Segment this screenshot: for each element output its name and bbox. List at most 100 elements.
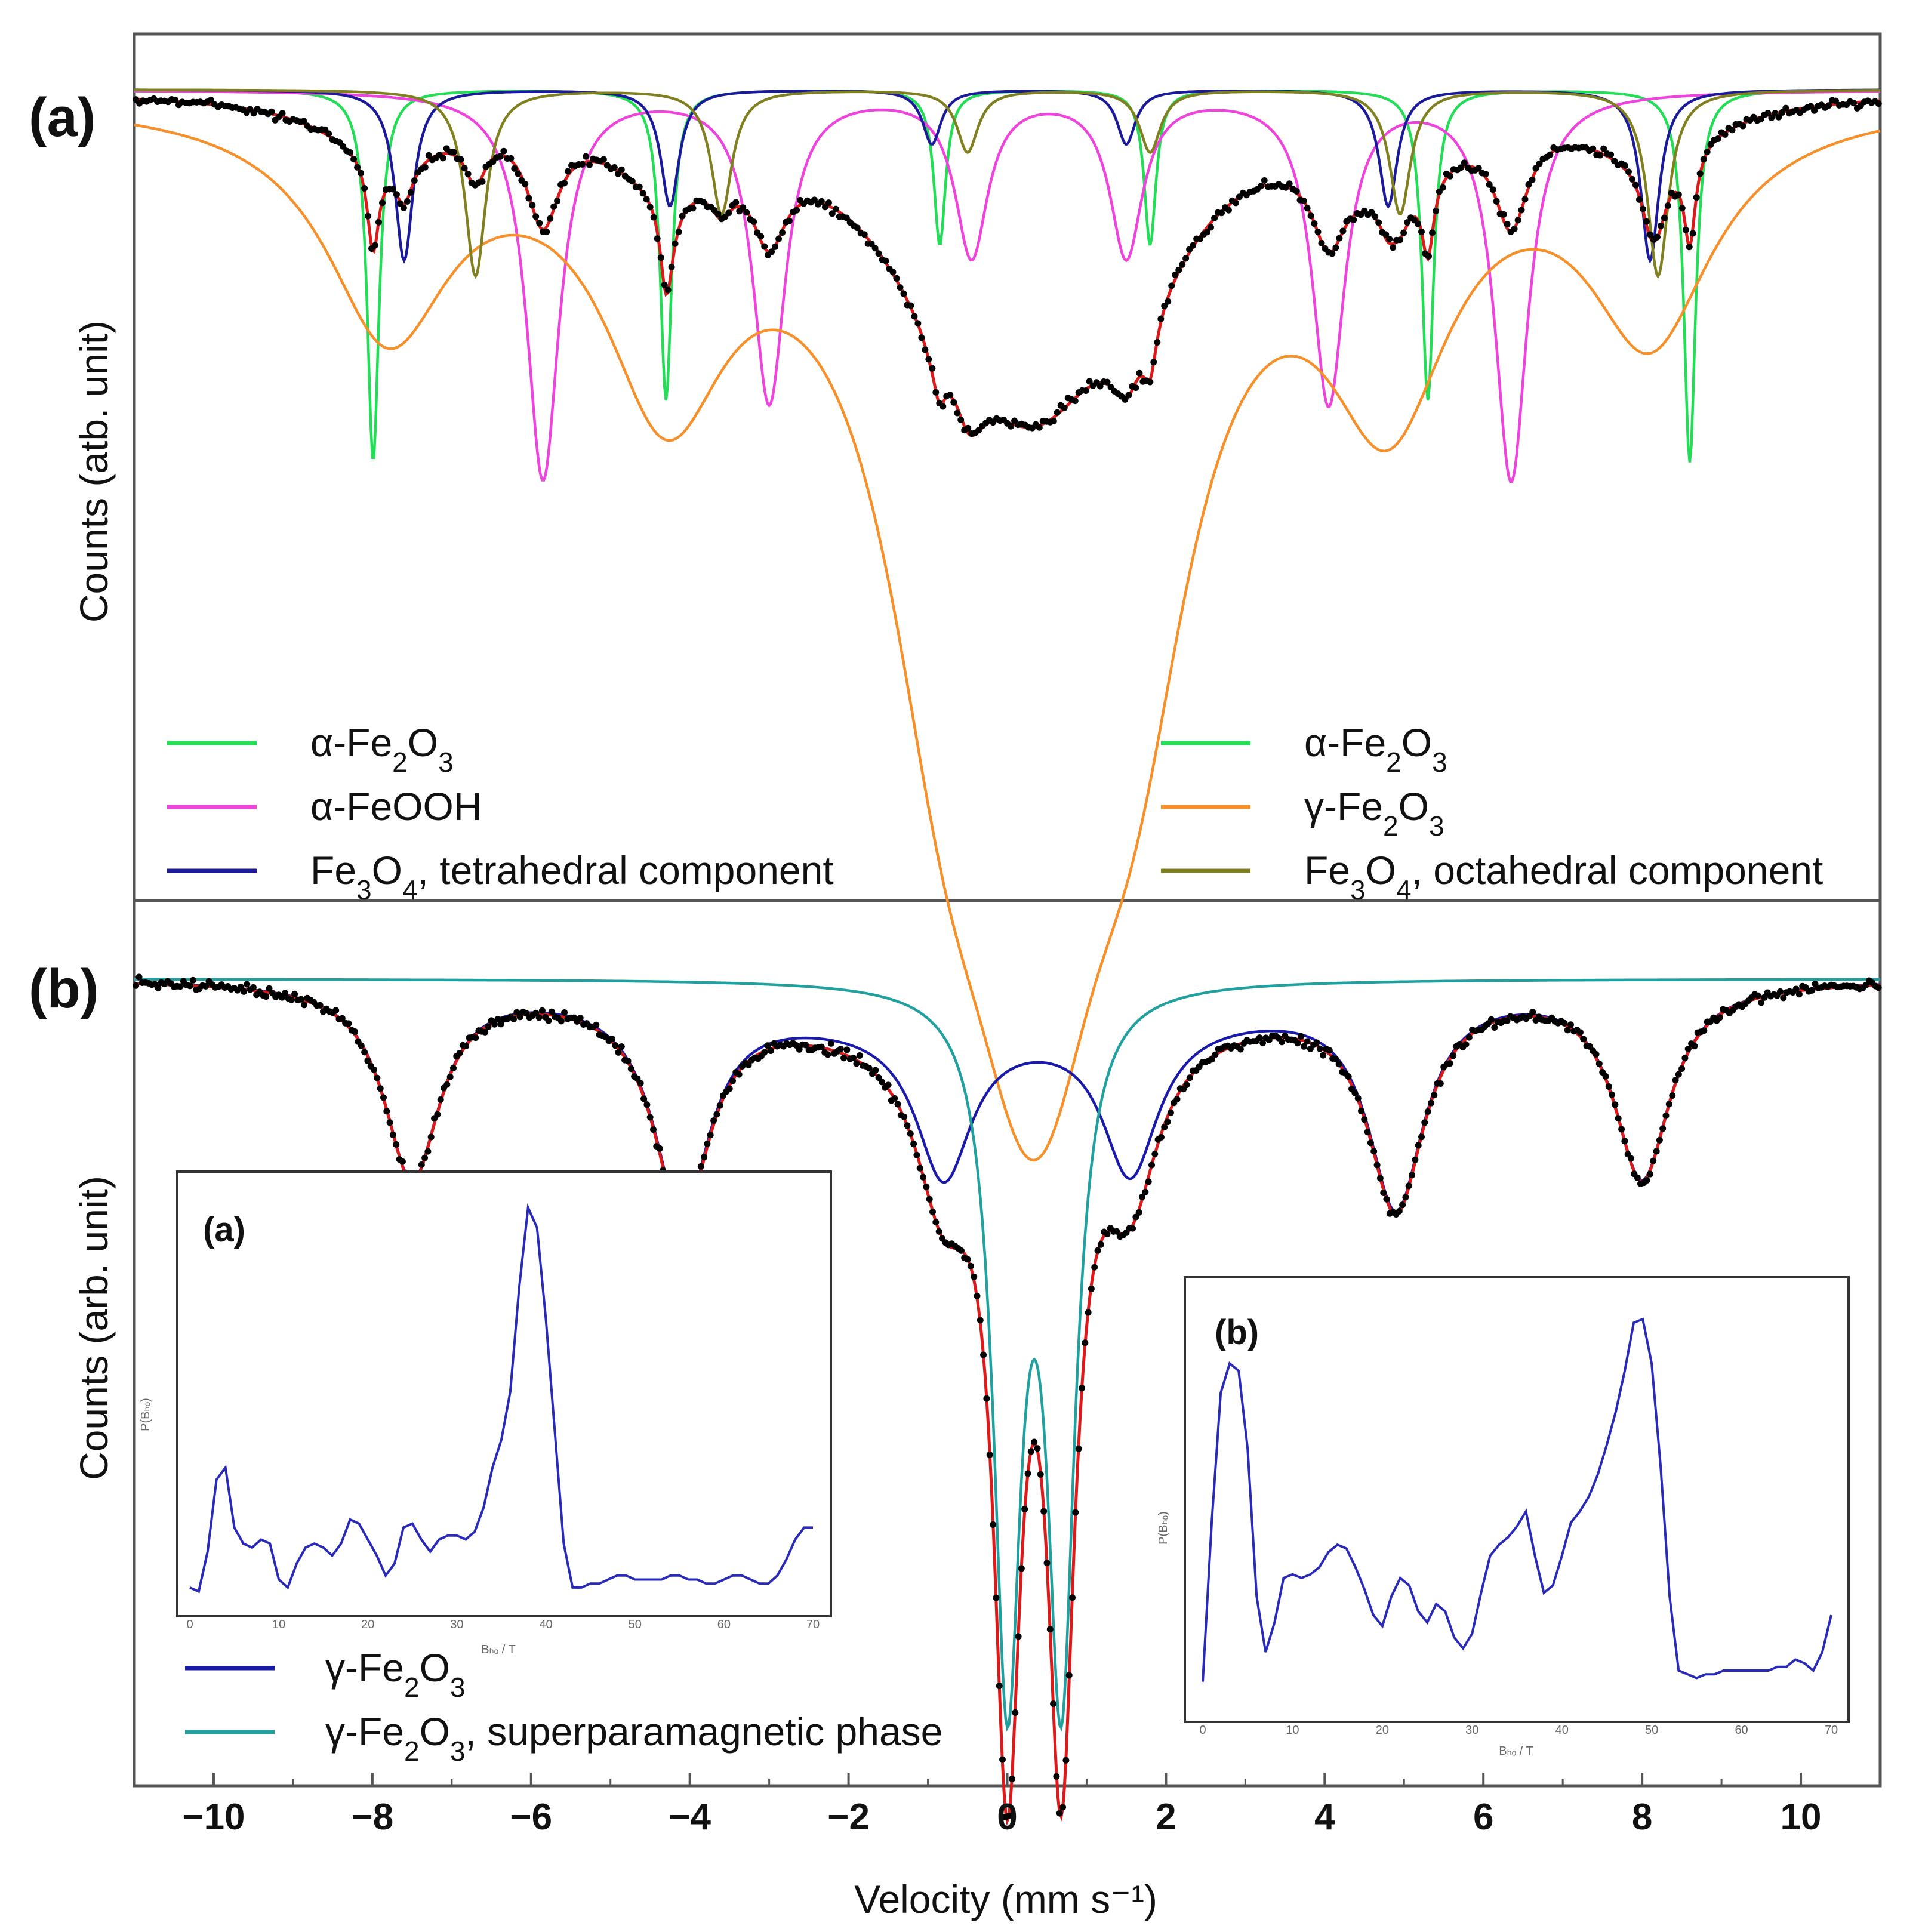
data-point — [940, 403, 947, 410]
data-point — [1314, 229, 1322, 235]
data-point — [1811, 107, 1818, 114]
data-point — [1681, 1055, 1689, 1062]
data-point — [710, 1117, 717, 1124]
data-point — [1157, 1133, 1165, 1141]
data-point — [1122, 396, 1129, 403]
data-point — [1646, 1170, 1653, 1178]
data-point — [664, 286, 672, 294]
data-point — [1777, 988, 1784, 995]
data-point — [837, 1046, 844, 1052]
data-point — [1350, 216, 1357, 223]
data-point — [482, 1028, 489, 1036]
data-point — [964, 1256, 971, 1263]
inset-a-label: (a) — [203, 1210, 245, 1249]
data-point — [1157, 315, 1165, 322]
data-point — [611, 164, 618, 171]
data-point — [532, 213, 540, 220]
data-point — [796, 1046, 803, 1053]
data-point — [1779, 109, 1786, 116]
data-point — [1186, 1074, 1193, 1081]
data-point — [561, 1009, 568, 1016]
data-point — [999, 1756, 1006, 1763]
data-point — [1418, 1133, 1425, 1141]
data-point — [522, 181, 529, 187]
data-point — [713, 1111, 720, 1118]
data-point — [1005, 1812, 1012, 1819]
data-point — [1151, 1151, 1159, 1157]
data-point — [1457, 164, 1464, 171]
data-point — [920, 1173, 927, 1181]
data-point — [1721, 131, 1729, 138]
data-point — [701, 1154, 708, 1161]
data-point — [1425, 252, 1432, 260]
data-point — [910, 1141, 917, 1148]
inset-x-tick-label: 40 — [1555, 1724, 1569, 1737]
data-point — [1716, 1014, 1723, 1021]
data-point — [1657, 222, 1664, 229]
data-point — [1139, 1193, 1145, 1200]
data-point — [1768, 114, 1775, 121]
data-point — [643, 196, 650, 203]
data-point — [1150, 359, 1157, 366]
data-point — [1536, 160, 1543, 167]
data-point — [668, 263, 675, 270]
data-point — [1307, 212, 1314, 220]
data-point — [1173, 1096, 1181, 1103]
data-point — [818, 198, 825, 205]
data-point — [1257, 183, 1264, 190]
data-point — [358, 1042, 365, 1049]
data-point — [1088, 1285, 1095, 1292]
data-point — [1053, 1773, 1060, 1780]
data-point — [1580, 1036, 1587, 1043]
data-point — [929, 365, 936, 372]
data-point — [1656, 1136, 1663, 1144]
inset-curve — [1202, 1317, 1832, 1682]
data-point — [825, 199, 832, 207]
data-point — [861, 231, 868, 238]
data-point — [557, 1018, 565, 1025]
data-point — [1294, 1040, 1301, 1047]
data-point — [1661, 214, 1668, 221]
data-point — [1701, 1027, 1708, 1034]
inset-b-plot: 0 10 20 30 40 50 60 70 — [1199, 1317, 1838, 1737]
data-point — [1332, 244, 1339, 251]
data-point — [172, 96, 178, 103]
data-point — [1132, 1213, 1139, 1221]
data-point — [1764, 110, 1772, 116]
data-point — [950, 399, 957, 406]
data-point — [525, 195, 532, 202]
data-point — [1567, 1021, 1574, 1028]
data-point — [1183, 1081, 1190, 1089]
data-point — [1428, 1099, 1434, 1107]
data-point — [618, 1043, 625, 1050]
legend-label: γ-Fe2O3, superparamagnetic phase — [325, 1709, 942, 1767]
data-point — [1529, 176, 1536, 183]
data-point — [1659, 1125, 1667, 1132]
data-point — [1615, 1115, 1622, 1122]
data-point — [1775, 113, 1782, 121]
data-point — [1643, 218, 1650, 225]
data-point — [1675, 1071, 1682, 1078]
data-point — [1850, 100, 1857, 107]
data-point — [761, 1049, 768, 1056]
data-point — [629, 178, 636, 185]
legend-label: α-Fe2O3 — [1304, 720, 1447, 778]
data-point — [434, 1111, 441, 1118]
data-point — [1669, 1092, 1676, 1099]
data-point — [1375, 219, 1382, 226]
data-point — [1684, 1046, 1692, 1052]
data-point — [1094, 1247, 1101, 1254]
data-point — [907, 1130, 914, 1137]
x-tick-label: 2 — [1156, 1797, 1176, 1838]
data-point — [1301, 1043, 1308, 1050]
data-point — [1380, 1190, 1387, 1196]
data-point — [654, 235, 661, 242]
data-point — [1424, 1108, 1431, 1115]
data-point — [1367, 1139, 1374, 1147]
data-point — [511, 165, 518, 172]
data-point — [1576, 1029, 1584, 1036]
data-point — [900, 290, 907, 297]
inset-x-tick-label: 70 — [1825, 1724, 1838, 1737]
x-tick-label: 8 — [1632, 1797, 1652, 1838]
data-point — [1761, 994, 1768, 1001]
